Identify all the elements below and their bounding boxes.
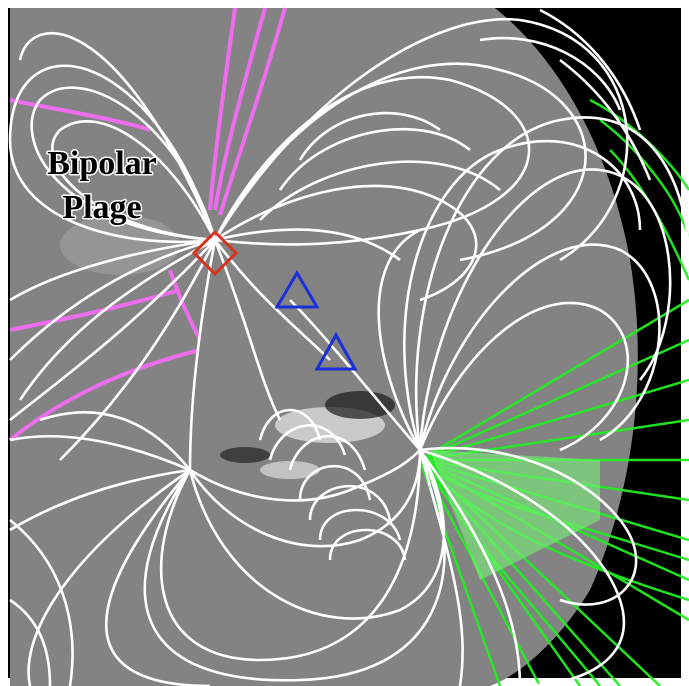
active-region-negative <box>325 391 395 419</box>
bipolar-plage-label-line2: Plage <box>62 189 141 226</box>
null-point-diamond-marker <box>191 229 239 277</box>
bipolar-plage-label-line1: Bipolar <box>47 145 157 182</box>
open-field-lines-magenta <box>8 7 287 442</box>
open-flux-fan <box>430 450 600 580</box>
triangle-marker-upper <box>274 270 320 309</box>
active-region-negative-2 <box>220 447 270 463</box>
closed-field-lines <box>8 8 689 686</box>
triangle-marker-lower <box>314 331 358 371</box>
